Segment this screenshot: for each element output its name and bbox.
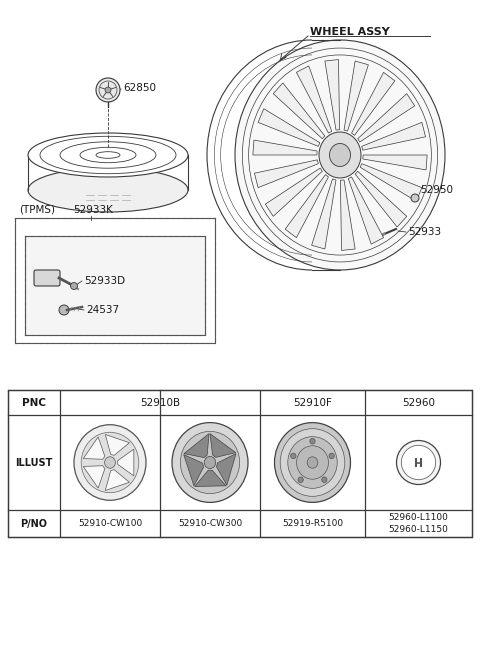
Ellipse shape xyxy=(310,438,315,444)
Ellipse shape xyxy=(204,457,216,468)
Ellipse shape xyxy=(307,457,318,468)
Text: PNC: PNC xyxy=(22,397,46,407)
Ellipse shape xyxy=(319,132,361,178)
Ellipse shape xyxy=(401,445,436,480)
Ellipse shape xyxy=(411,194,419,202)
Text: 52919-R5100: 52919-R5100 xyxy=(282,519,343,528)
Ellipse shape xyxy=(396,440,441,484)
Polygon shape xyxy=(312,179,336,249)
Polygon shape xyxy=(273,83,325,139)
Bar xyxy=(15,218,215,343)
Text: 52933D: 52933D xyxy=(84,276,125,286)
Ellipse shape xyxy=(297,446,328,479)
Ellipse shape xyxy=(180,432,240,493)
Ellipse shape xyxy=(28,133,188,177)
Polygon shape xyxy=(184,434,209,457)
Text: P/NO: P/NO xyxy=(21,518,48,528)
FancyBboxPatch shape xyxy=(34,270,60,286)
Bar xyxy=(25,236,205,335)
Ellipse shape xyxy=(172,422,248,503)
Polygon shape xyxy=(253,140,317,155)
Text: 62850: 62850 xyxy=(123,83,156,93)
Polygon shape xyxy=(360,164,422,201)
Ellipse shape xyxy=(59,305,69,315)
Ellipse shape xyxy=(298,477,303,482)
Ellipse shape xyxy=(96,78,120,102)
Polygon shape xyxy=(363,155,427,170)
Ellipse shape xyxy=(105,87,111,93)
Text: WHEEL ASSY: WHEEL ASSY xyxy=(310,27,390,37)
Text: ILLUST: ILLUST xyxy=(15,457,53,468)
Ellipse shape xyxy=(329,453,334,459)
Ellipse shape xyxy=(288,437,337,488)
Polygon shape xyxy=(351,72,395,135)
Bar xyxy=(8,390,472,537)
Polygon shape xyxy=(210,434,236,457)
Polygon shape xyxy=(105,434,130,455)
Polygon shape xyxy=(355,171,407,227)
Text: 52910F: 52910F xyxy=(293,397,332,407)
Text: 24537: 24537 xyxy=(86,305,119,315)
Ellipse shape xyxy=(74,424,146,500)
Ellipse shape xyxy=(291,453,296,459)
Polygon shape xyxy=(285,175,328,238)
Ellipse shape xyxy=(235,40,445,270)
Ellipse shape xyxy=(322,477,327,482)
Text: (TPMS): (TPMS) xyxy=(19,205,55,215)
Polygon shape xyxy=(340,180,355,250)
Polygon shape xyxy=(216,453,236,486)
Text: 52933K: 52933K xyxy=(73,205,113,215)
Ellipse shape xyxy=(71,283,77,290)
Polygon shape xyxy=(344,61,368,131)
Polygon shape xyxy=(297,66,332,133)
Polygon shape xyxy=(362,122,426,150)
Polygon shape xyxy=(184,455,204,486)
Ellipse shape xyxy=(28,168,188,212)
Polygon shape xyxy=(105,470,130,491)
Polygon shape xyxy=(195,470,226,486)
Polygon shape xyxy=(325,60,339,130)
Polygon shape xyxy=(265,168,322,216)
Text: 52910B: 52910B xyxy=(140,397,180,407)
Ellipse shape xyxy=(105,457,115,468)
Polygon shape xyxy=(83,466,105,488)
Text: 52910-CW100: 52910-CW100 xyxy=(78,519,142,528)
Polygon shape xyxy=(83,437,105,459)
Polygon shape xyxy=(254,160,318,188)
Ellipse shape xyxy=(275,422,350,503)
Text: 52950: 52950 xyxy=(420,185,453,195)
Text: 52933: 52933 xyxy=(408,227,441,237)
Text: 52960: 52960 xyxy=(402,397,435,407)
Polygon shape xyxy=(258,108,320,147)
Ellipse shape xyxy=(329,143,350,166)
Text: 52960-L1100
52960-L1150: 52960-L1100 52960-L1150 xyxy=(389,513,448,534)
Polygon shape xyxy=(118,449,134,476)
Polygon shape xyxy=(348,177,384,244)
Ellipse shape xyxy=(280,428,345,496)
Polygon shape xyxy=(358,94,415,142)
Ellipse shape xyxy=(81,432,139,493)
Text: 52910-CW300: 52910-CW300 xyxy=(178,519,242,528)
